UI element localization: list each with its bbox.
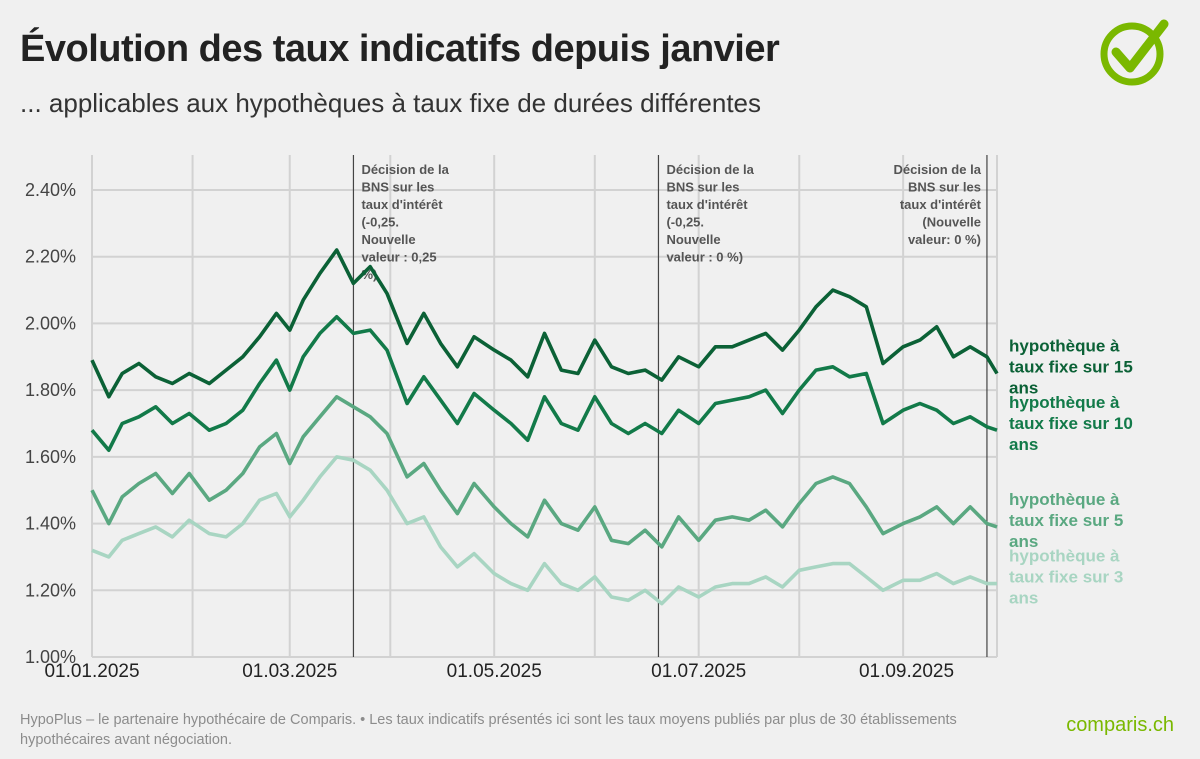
- y-tick-label: 2.20%: [25, 247, 76, 267]
- annotation-text: (-0,25.: [361, 215, 399, 230]
- y-tick-label: 2.40%: [25, 180, 76, 200]
- annotation-text: BNS sur les: [666, 180, 739, 195]
- series-label: taux fixe sur 15: [1009, 357, 1133, 376]
- x-tick-label: 01.01.2025: [44, 661, 139, 682]
- series-label: hypothèque à: [1009, 336, 1120, 355]
- series-label: hypothèque à: [1009, 490, 1120, 509]
- annotation-text: BNS sur les: [908, 180, 981, 195]
- y-tick-label: 2.00%: [25, 313, 76, 333]
- line-chart: Décision de la BNS sur les taux d'intérêt (…: [25, 155, 1133, 682]
- annotation-text: taux d'intérêt: [900, 197, 982, 212]
- y-tick-label: 1.60%: [25, 447, 76, 467]
- series-line: [90, 248, 999, 399]
- series-label: taux fixe sur 5: [1009, 511, 1123, 530]
- series-label: hypothèque à: [1009, 547, 1120, 566]
- series-label: ans: [1009, 378, 1038, 397]
- page-subtitle: ... applicables aux hypothèques à taux f…: [20, 88, 762, 118]
- series-label: taux fixe sur 10: [1009, 414, 1133, 433]
- series-line: [90, 314, 998, 453]
- checkmark-circle-icon: [1100, 19, 1169, 86]
- annotations: Décision de la BNS sur les taux d'intérêt (…: [352, 155, 988, 657]
- annotation-text: Décision de la: [666, 162, 754, 177]
- annotation-text: valeur: 0 %): [908, 232, 981, 247]
- annotation-text: (Nouvelle: [922, 215, 981, 230]
- axis-labels: 1.00% 1.20% 1.40% 1.60% 1.80% 2.00% 2.20% 2.40%…: [25, 180, 954, 682]
- series-line: [91, 455, 997, 606]
- grid-lines: [91, 155, 998, 658]
- annotation-text: BNS sur les: [361, 180, 434, 195]
- annotation-text: Nouvelle: [666, 232, 720, 247]
- y-tick-label: 1.80%: [25, 380, 76, 400]
- series-label: hypothèque à: [1009, 393, 1120, 412]
- y-tick-label: 1.20%: [25, 580, 76, 600]
- x-tick-label: 01.03.2025: [242, 661, 337, 682]
- series-label: ans: [1009, 435, 1038, 454]
- annotation-text: valeur : 0 %): [666, 250, 743, 265]
- annotation-text: taux d'intérêt: [361, 197, 443, 212]
- series-label: ans: [1009, 532, 1038, 551]
- series-lines: [90, 248, 999, 606]
- annotation-text: (-0,25.: [666, 215, 704, 230]
- x-tick-label: 01.09.2025: [859, 661, 954, 682]
- series-label: ans: [1009, 589, 1038, 608]
- annotation-text: valeur : 0,25: [361, 250, 436, 265]
- footnote: HypoPlus – le partenaire hypothécaire de…: [20, 712, 957, 748]
- page-title: Évolution des taux indicatifs depuis jan…: [20, 28, 780, 70]
- x-tick-label: 01.05.2025: [447, 661, 542, 682]
- annotation-text: Décision de la: [361, 162, 449, 177]
- y-tick-label: 1.40%: [25, 514, 76, 534]
- annotation-text: Nouvelle: [361, 232, 415, 247]
- annotation-text: taux d'intérêt: [666, 197, 748, 212]
- brand-logo: comparis.ch: [1066, 714, 1174, 736]
- x-tick-label: 01.07.2025: [651, 661, 746, 682]
- y-tick-label: 1.00%: [25, 647, 76, 667]
- series-label: taux fixe sur 3: [1009, 568, 1123, 587]
- series-line: [90, 394, 998, 549]
- annotation-text: Décision de la: [894, 162, 982, 177]
